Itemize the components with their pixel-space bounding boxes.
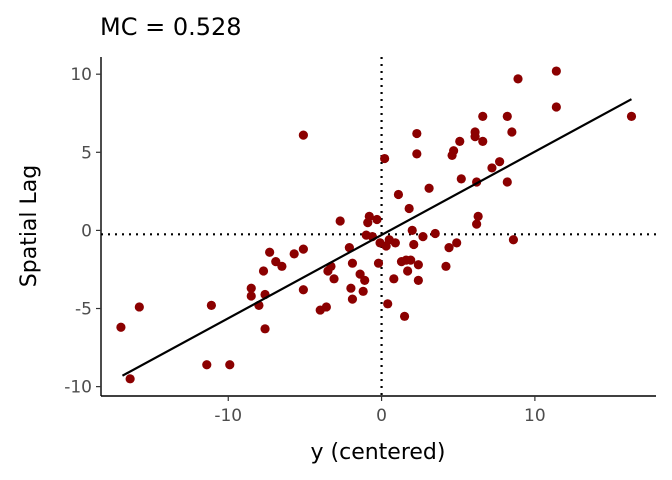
- regression-line: [121, 98, 632, 377]
- data-point: [393, 189, 404, 200]
- y-axis-title: Spatial Lag: [17, 165, 42, 287]
- data-point: [441, 261, 451, 271]
- data-point: [452, 238, 462, 248]
- data-point: [265, 247, 275, 257]
- data-point: [298, 244, 308, 254]
- data-point: [344, 242, 354, 253]
- data-point: [507, 127, 517, 137]
- data-point: [495, 157, 505, 167]
- data-point: [260, 324, 270, 334]
- data-point: [390, 238, 400, 248]
- data-point: [502, 177, 512, 187]
- data-point: [413, 260, 423, 270]
- data-point: [444, 242, 454, 253]
- x-axis-title: y (centered): [311, 440, 446, 465]
- data-point: [418, 232, 428, 242]
- data-point: [358, 286, 368, 296]
- data-point: [380, 153, 390, 164]
- data-point: [206, 300, 216, 310]
- x-axis-ticks: -10 0 10: [214, 396, 546, 426]
- data-point: [335, 216, 345, 226]
- x-tick-label: 0: [376, 406, 387, 426]
- x-tick-label: 10: [524, 406, 546, 426]
- y-tick-label: 10: [70, 65, 92, 85]
- data-point: [502, 111, 512, 121]
- data-point: [449, 146, 459, 156]
- data-point: [404, 203, 414, 214]
- y-tick-label: 0: [81, 221, 92, 241]
- regression-line-group: [121, 98, 632, 377]
- data-point: [513, 74, 523, 84]
- data-point: [478, 111, 488, 121]
- data-point: [407, 225, 417, 236]
- data-point: [321, 302, 331, 312]
- data-point: [346, 283, 356, 293]
- y-tick-label: -5: [75, 300, 92, 320]
- data-point: [409, 239, 419, 250]
- data-point: [347, 294, 358, 304]
- data-point: [246, 283, 256, 293]
- data-point: [372, 214, 382, 225]
- chart-title: MC = 0.528: [100, 13, 242, 41]
- data-point: [508, 235, 519, 245]
- data-point: [134, 302, 144, 312]
- data-point: [125, 374, 135, 384]
- data-point: [473, 211, 483, 221]
- data-point: [360, 275, 370, 285]
- y-tick-label: -10: [64, 378, 92, 398]
- data-point: [225, 360, 235, 370]
- data-point: [289, 249, 299, 259]
- data-point: [413, 275, 423, 285]
- y-tick-label: 5: [81, 143, 92, 163]
- data-point: [373, 258, 384, 268]
- data-point: [258, 266, 269, 276]
- data-point: [364, 211, 374, 221]
- data-point: [472, 219, 482, 229]
- data-point: [478, 136, 488, 146]
- reference-lines: [101, 57, 656, 396]
- data-point: [430, 228, 440, 239]
- data-point: [406, 255, 416, 265]
- data-point: [347, 258, 358, 268]
- data-point: [470, 127, 480, 137]
- data-point: [202, 360, 212, 370]
- data-point: [487, 163, 497, 173]
- data-point: [551, 66, 561, 76]
- data-point: [298, 285, 308, 295]
- data-point: [455, 136, 465, 146]
- data-point: [246, 291, 256, 301]
- data-point: [424, 183, 434, 193]
- x-tick-label: -10: [214, 406, 242, 426]
- data-point: [626, 111, 637, 121]
- y-axis-ticks: -10 -5 0 5 10: [64, 65, 101, 398]
- data-point: [116, 322, 126, 332]
- data-point: [383, 299, 393, 309]
- data-point: [403, 266, 413, 276]
- data-point: [298, 130, 308, 140]
- data-point: [399, 311, 410, 321]
- data-point: [389, 274, 399, 284]
- data-point: [551, 102, 561, 112]
- data-point: [412, 128, 422, 139]
- data-point: [456, 174, 466, 184]
- data-point: [329, 274, 339, 284]
- data-point: [412, 149, 422, 159]
- data-point: [277, 261, 287, 271]
